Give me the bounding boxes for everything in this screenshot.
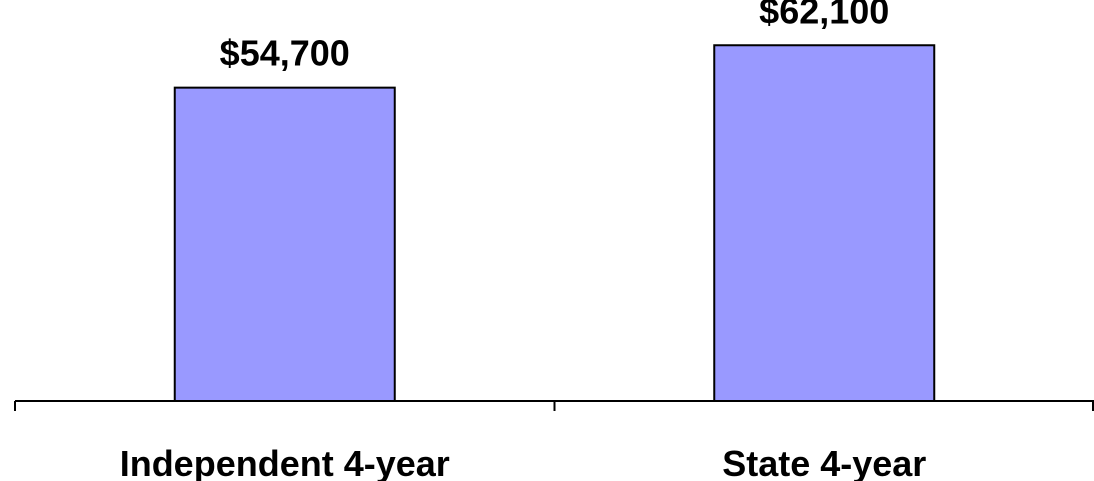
bar-independent-4-year [173,86,396,402]
bars-layer [173,44,936,403]
category-label: Independent 4-year [120,443,450,481]
data-labels: $54,700 $62,100 [220,0,890,74]
bar-value-label: $62,100 [759,0,889,31]
bar-value-label: $54,700 [220,33,350,74]
x-axis-ticks [14,401,1094,411]
bar-state-4-year [713,44,936,403]
category-labels: Independent 4-year State 4-year [120,443,927,481]
category-label: State 4-year [722,443,926,481]
